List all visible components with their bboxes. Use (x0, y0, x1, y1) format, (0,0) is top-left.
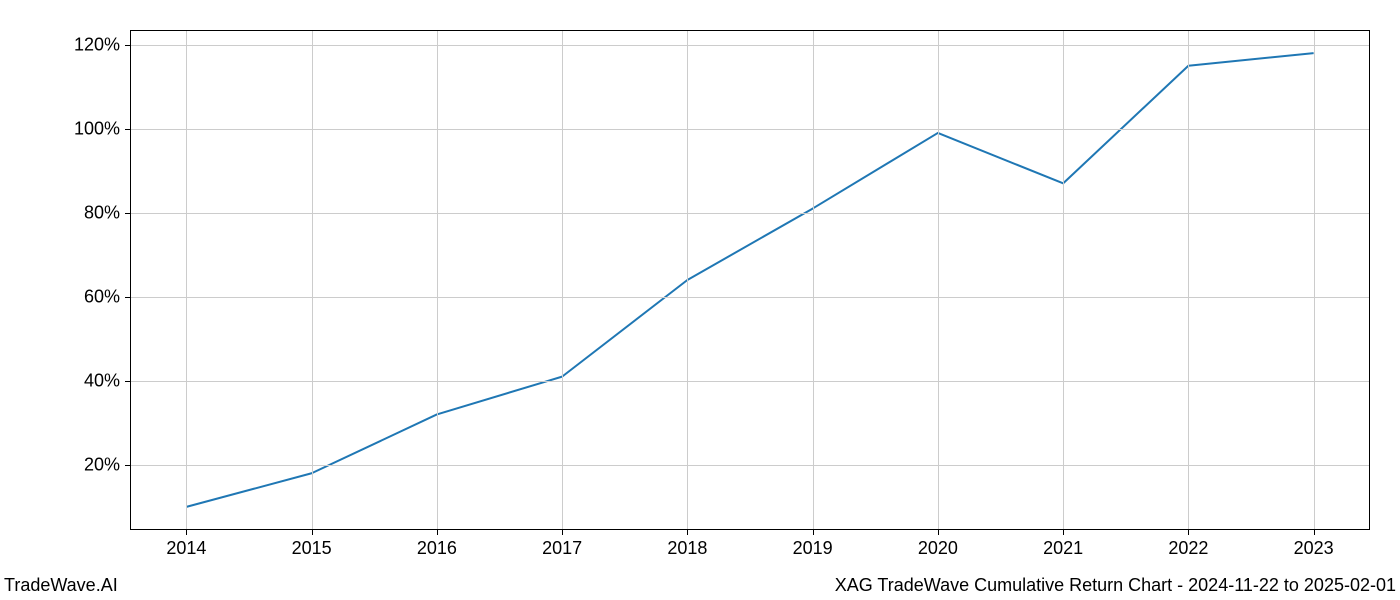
footer-left-text: TradeWave.AI (4, 575, 118, 596)
series-line-cumulative_return (186, 53, 1313, 507)
tick-mark-x (687, 530, 688, 535)
plot-spine-top (130, 30, 1370, 31)
grid-line-x (687, 30, 688, 530)
x-tick-label: 2019 (793, 538, 833, 559)
tick-mark-x (1063, 530, 1064, 535)
y-tick-label: 20% (84, 454, 120, 475)
x-tick-label: 2021 (1043, 538, 1083, 559)
x-tick-label: 2020 (918, 538, 958, 559)
x-tick-label: 2015 (292, 538, 332, 559)
tick-mark-x (813, 530, 814, 535)
grid-line-x (813, 30, 814, 530)
y-tick-label: 100% (74, 118, 120, 139)
tick-mark-x (562, 530, 563, 535)
x-tick-label: 2018 (667, 538, 707, 559)
grid-line-y (130, 45, 1370, 46)
tick-mark-x (312, 530, 313, 535)
grid-line-x (562, 30, 563, 530)
x-tick-label: 2017 (542, 538, 582, 559)
grid-line-x (186, 30, 187, 530)
grid-line-x (312, 30, 313, 530)
footer-right-text: XAG TradeWave Cumulative Return Chart - … (835, 575, 1396, 596)
grid-line-y (130, 129, 1370, 130)
grid-line-x (938, 30, 939, 530)
tick-mark-x (938, 530, 939, 535)
grid-line-y (130, 465, 1370, 466)
plot-spine-right (1369, 30, 1370, 530)
x-tick-label: 2014 (166, 538, 206, 559)
grid-line-y (130, 381, 1370, 382)
plot-spine-bottom (130, 529, 1370, 530)
x-tick-label: 2016 (417, 538, 457, 559)
grid-line-x (1314, 30, 1315, 530)
tick-mark-x (1314, 530, 1315, 535)
y-tick-label: 120% (74, 34, 120, 55)
y-tick-label: 40% (84, 370, 120, 391)
chart-container: 20% 40% 60% 80% 100% 120% 2014 2015 2016 2017 2018… (0, 0, 1400, 600)
y-tick-label: 80% (84, 202, 120, 223)
y-tick-label: 60% (84, 286, 120, 307)
grid-line-x (1063, 30, 1064, 530)
grid-line-x (437, 30, 438, 530)
grid-line-x (1188, 30, 1189, 530)
x-tick-label: 2022 (1168, 538, 1208, 559)
line-series (130, 30, 1370, 530)
tick-mark-x (437, 530, 438, 535)
grid-line-y (130, 297, 1370, 298)
grid-line-y (130, 213, 1370, 214)
plot-area: 20%40%60%80%100%120%20142015201620172018… (130, 30, 1370, 530)
tick-mark-x (1188, 530, 1189, 535)
plot-spine-left (130, 30, 131, 530)
tick-mark-x (186, 530, 187, 535)
x-tick-label: 2023 (1294, 538, 1334, 559)
